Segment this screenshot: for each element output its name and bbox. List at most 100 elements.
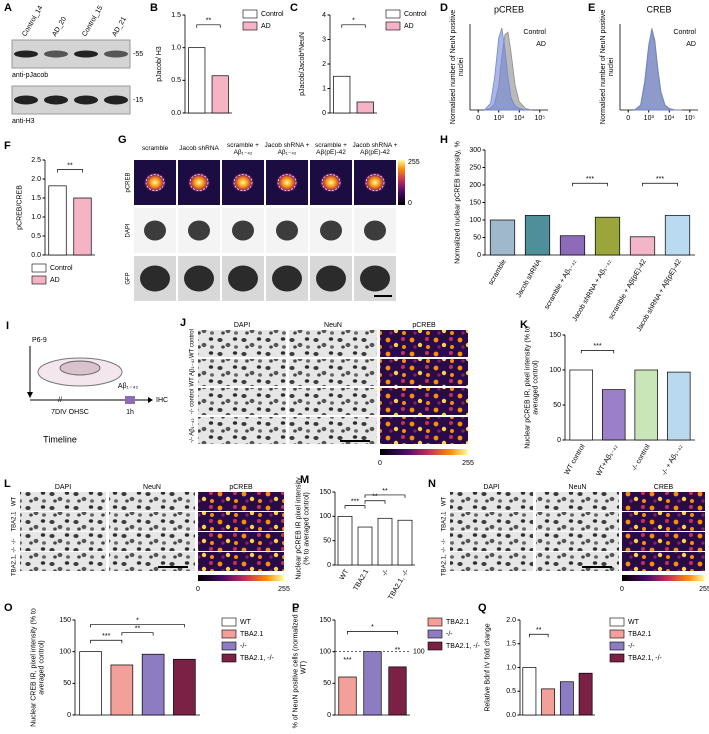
micrograph [380,417,468,444]
column-header-box: scramble + Aβ₁₋₄₂ [227,142,259,156]
band [44,50,68,58]
significance-label: ** [206,18,212,25]
row-label: -/- [442,539,448,545]
row-label: GFP [126,272,132,284]
nucleus-outline [277,174,297,191]
row-label: TBA2.1 [442,511,448,532]
treatment-box [125,396,135,404]
bar [629,236,656,256]
micrograph [198,330,286,357]
micrograph [380,388,468,415]
timeline: I P6-9 // 7DIV OHSC Aβ₁₋₄₂ 1h IHC Timeli… [6,320,168,444]
micrograph [198,359,286,386]
panel-letter: O [4,602,13,614]
micrograph [198,512,284,531]
colorbar-label: 255 [462,460,474,467]
column-header: pCREB [412,322,436,329]
x-tick-label: Jacob shRNA [515,258,543,299]
significance-bracket [364,494,406,498]
micrograph [109,552,195,571]
legend-swatch [221,617,237,627]
bar [559,681,574,716]
panel-letter: L [4,478,11,490]
y-tick-label: 100 [59,649,71,656]
y-axis-title-box: % of NeuN positive cells (normalized to … [292,607,307,729]
column-header: NeuN [569,484,587,491]
x-tick-label: 10⁴ [514,115,525,122]
x-tick-label: 10⁵ [684,115,695,122]
y-tick-label: 0 [477,252,481,259]
micrograph [622,552,705,571]
legend-label: TBA2.1, -/- [446,643,481,650]
cell [140,265,170,292]
micrograph [450,532,533,551]
micrograph [289,359,377,386]
significance-label: * [371,624,374,631]
bar [333,75,351,114]
y-tick-label: 250 [469,164,481,171]
x-tick-label: WT control [564,443,587,476]
y-tick-label: 0.0 [506,712,516,719]
row-label: DAPI [126,223,132,237]
timeline-label: Aβ₁₋₄₂ [118,383,139,390]
micrograph [289,417,377,444]
y-axis-title: Normalized nuclear pCREB intensity, % [454,141,462,264]
colorbar-label: 0 [408,200,412,207]
micrograph [536,512,619,531]
column-header-box: Jacob shRNA [179,145,219,153]
chart-title: pCREB [494,4,524,14]
colorbar-label: 255 [699,586,709,593]
lane-label: AD_21 [111,16,128,38]
micrograph [536,492,619,511]
marker-label: -55 [133,51,143,58]
legend-swatch [242,9,258,19]
y-tick-label: 0 [327,562,331,569]
y-tick-label: 0 [327,712,331,719]
bar [634,369,658,441]
panel-letter: N [428,478,436,490]
colorbar [622,575,705,581]
y-tick-label: 4 [322,12,326,19]
nucleus-outline [321,174,341,191]
bar [594,216,621,256]
legend-label: AD [536,41,546,48]
panel-letter: Q [478,602,487,614]
y-tick-label: 0 [67,712,71,719]
y-tick-label: 150 [319,489,331,496]
bar [578,672,593,716]
band [104,95,128,105]
timeline-label: P6-9 [32,337,47,344]
significance-label: ** [395,647,401,654]
micrograph [198,552,284,571]
colorbar [198,575,284,581]
y-tick-label: 0.5 [31,233,41,240]
row-label: TBA2.1 [12,511,18,532]
micrograph [450,492,533,511]
column-header: Jacob shRNA + Aβ(pE)-42 [352,141,398,156]
y-axis-title: pJacob/Jacob*NeuN [299,32,307,96]
micrograph [536,532,619,551]
panel-letter: C [290,2,298,14]
y-tick-label: 200 [469,182,481,189]
y-axis-title-box: Normalised number of NeuN positive nucle… [450,10,465,124]
micrograph [450,552,533,571]
column-header: Jacob shRNA [179,145,219,153]
colorbar [398,160,405,205]
arrow-head [148,397,153,403]
legend-label: -/- [446,631,453,638]
y-axis-title: pCREB/CREB [16,185,24,230]
timeline-label: IHC [156,397,168,404]
column-header: NeuN [143,484,161,491]
bar [602,389,626,441]
micrograph [380,330,468,357]
panel-letter: J [180,317,186,329]
panel-letter: B [150,2,158,14]
cell [316,265,346,292]
panel-letter: P [292,602,299,614]
y-axis-title-box: Normalised number of NeuN positive nucle… [600,10,615,124]
y-tick-label: 2 [322,61,326,68]
timeline-label: 1h [126,409,134,416]
bar [559,235,586,256]
blot-label: anti-H3 [12,118,35,125]
colorbar-label: 0 [196,586,200,593]
